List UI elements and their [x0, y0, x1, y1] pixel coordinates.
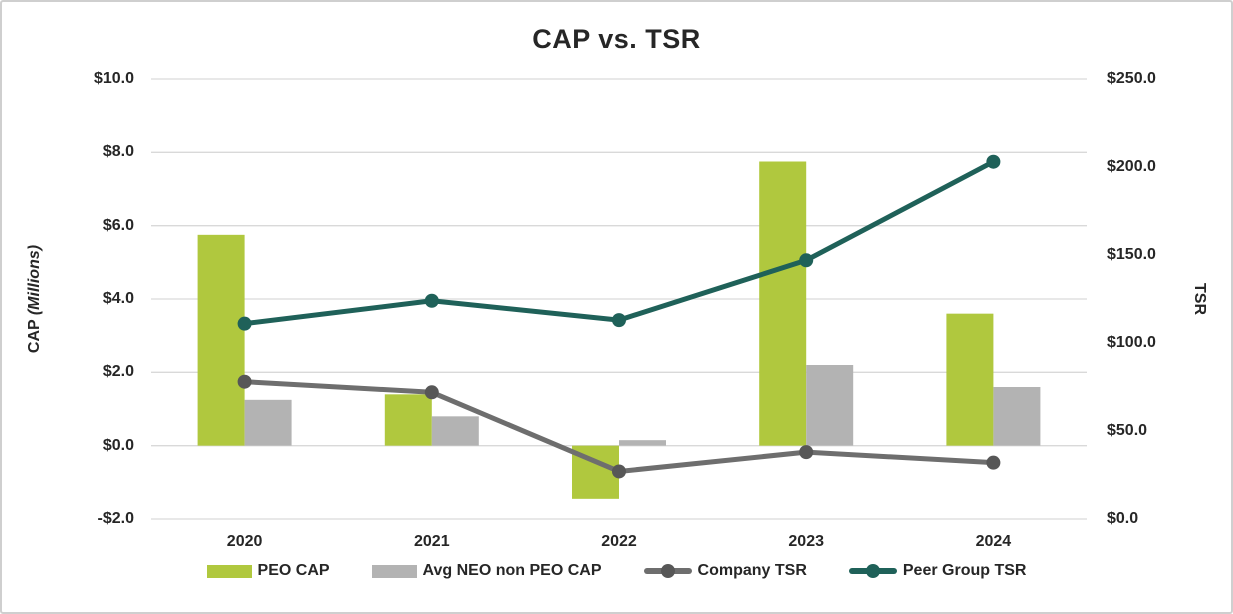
avg-neo-cap-bar — [806, 365, 854, 446]
left-axis-tick: $4.0 — [102, 290, 134, 307]
peo-cap-bar — [946, 313, 994, 446]
left-axis-title: CAP (Millions) — [23, 189, 47, 409]
x-axis-label: 2021 — [414, 533, 450, 550]
peer-group-tsr-point — [612, 313, 626, 328]
right-axis-title: TSR — [1191, 283, 1208, 315]
peo-cap-bar — [384, 394, 432, 446]
peer-group-tsr-point — [424, 293, 439, 308]
peer-group-tsr-point — [237, 316, 252, 331]
right-axis-tick: $200.0 — [1107, 158, 1156, 175]
right-axis-tick: $250.0 — [1107, 70, 1156, 87]
legend-label: Company TSR — [697, 562, 807, 579]
left-axis-tick: $8.0 — [102, 143, 134, 161]
peo-cap-bar — [759, 161, 807, 446]
legend-dot-icon — [865, 564, 880, 578]
legend-item-company-tsr: Company TSR — [643, 562, 807, 580]
legend-line-marker-icon — [848, 564, 897, 578]
right-axis-tick: $50.0 — [1107, 422, 1148, 439]
avg-neo-cap-bar — [431, 416, 479, 446]
x-axis-label: 2022 — [601, 533, 637, 550]
legend-label: PEO CAP — [257, 562, 330, 579]
legend-swatch-icon — [206, 564, 252, 578]
legend-swatch-icon — [371, 564, 417, 578]
company-tsr-point — [799, 445, 814, 460]
company-tsr-point — [986, 455, 1001, 470]
right-axis-tick: $150.0 — [1107, 246, 1156, 263]
legend-item-peo-cap: PEO CAP — [206, 562, 330, 580]
peer-group-tsr-point — [986, 154, 1001, 169]
legend-item-peer-group-tsr: Peer Group TSR — [848, 562, 1027, 580]
company-tsr-point — [612, 464, 626, 479]
left-axis-title-units: (Millions) — [26, 244, 43, 316]
company-tsr-point — [424, 385, 439, 400]
avg-neo-cap-bar — [993, 387, 1041, 446]
legend-item-avg-neo-non-peo-cap: Avg NEO non PEO CAP — [371, 562, 602, 580]
left-axis-tick: $6.0 — [102, 216, 134, 234]
x-axis-label: 2020 — [226, 533, 263, 550]
peo-cap-bar — [197, 234, 245, 446]
x-axis-label: 2024 — [975, 533, 1012, 550]
left-axis-tick: -$2.0 — [97, 510, 134, 527]
avg-neo-cap-bar — [619, 440, 666, 446]
right-axis-tick: $0.0 — [1107, 510, 1139, 527]
company-tsr-point — [237, 374, 252, 389]
right-axis-tick: $100.0 — [1107, 334, 1156, 351]
legend-dot-icon — [660, 564, 675, 578]
left-axis-tick: $2.0 — [102, 363, 134, 381]
left-axis-title-main: CAP — [26, 319, 43, 354]
avg-neo-cap-bar — [244, 399, 292, 446]
chart-title: CAP vs. TSR — [532, 24, 701, 54]
legend-label: Peer Group TSR — [902, 562, 1027, 579]
left-axis-tick: $0.0 — [102, 436, 134, 454]
legend-label: Avg NEO non PEO CAP — [422, 562, 602, 579]
x-axis-label: 2023 — [788, 533, 824, 550]
legend-line-marker-icon — [643, 564, 692, 578]
legend: PEO CAP Avg NEO non PEO CAP Company TSR Pee… — [2, 562, 1231, 580]
left-axis-tick: $10.0 — [93, 70, 134, 87]
peer-group-tsr-point — [799, 253, 814, 268]
